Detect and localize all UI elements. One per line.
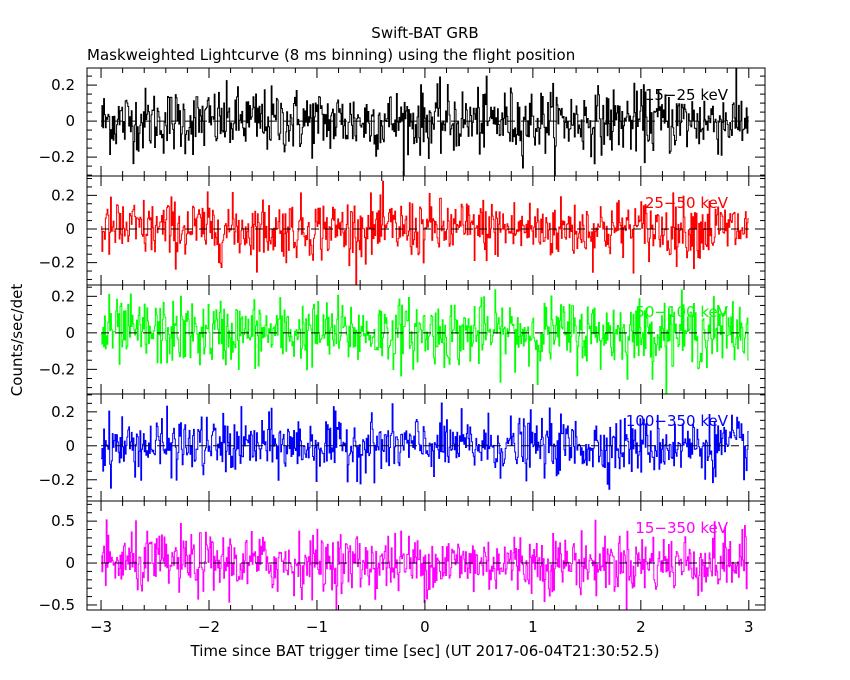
lightcurve-series	[101, 519, 749, 610]
panel-15-350-keV: 0.5 0 −0.5 15−350 keV	[39, 500, 766, 614]
y-tick-label: 0.2	[51, 287, 75, 305]
x-tick-label: 0	[420, 618, 430, 636]
panel-15-25-keV: 0.2 0 −0.2 15−25 keV	[39, 67, 766, 177]
band-label: 15−25 keV	[645, 86, 729, 104]
lightcurve-series	[101, 68, 749, 176]
y-axis-label: Counts/sec/det	[8, 284, 26, 397]
y-tick-label: 0	[65, 324, 75, 342]
lightcurve-series	[101, 402, 749, 490]
x-tick-label: −3	[90, 618, 112, 636]
panel-100-350-keV: 0.2 0 −0.2 100−350 keV	[39, 393, 766, 502]
x-tick-label: 2	[636, 618, 646, 636]
lightcurve-series	[101, 180, 749, 285]
y-tick-label: −0.2	[39, 360, 75, 378]
chart-title: Swift-BAT GRB	[371, 24, 478, 42]
y-tick-label: −0.2	[39, 254, 75, 272]
y-tick-label: 0.2	[51, 403, 75, 421]
band-label: 50−100 keV	[635, 303, 728, 321]
y-tick-label: 0.5	[51, 512, 75, 530]
x-axis-label: Time since BAT trigger time [sec] (UT 20…	[190, 642, 660, 660]
y-tick-label: 0.2	[51, 76, 75, 94]
chart-subtitle: Maskweighted Lightcurve (8 ms binning) u…	[87, 46, 575, 64]
y-tick-label: −0.5	[39, 596, 75, 614]
x-tick-label: −2	[198, 618, 220, 636]
y-tick-label: −0.2	[39, 148, 75, 166]
panel-frame	[86, 500, 766, 611]
x-tick-label: 3	[744, 618, 754, 636]
y-tick-label: 0	[65, 112, 75, 130]
y-tick-label: 0	[65, 437, 75, 455]
band-label: 100−350 keV	[626, 412, 729, 430]
y-tick-label: −0.2	[39, 471, 75, 489]
band-label: 25−50 keV	[645, 194, 729, 212]
panel-25-50-keV: 0.2 0 −0.2 25−50 keV	[39, 175, 766, 286]
band-label: 15−350 keV	[635, 519, 728, 537]
y-tick-label: 0	[65, 554, 75, 572]
x-tick-label: −1	[306, 618, 328, 636]
y-tick-label: 0.2	[51, 186, 75, 204]
panel-50-100-keV: 0.2 0 −0.2 50−100 keV	[39, 284, 766, 395]
y-tick-label: 0	[65, 220, 75, 238]
x-tick-label: 1	[528, 618, 538, 636]
